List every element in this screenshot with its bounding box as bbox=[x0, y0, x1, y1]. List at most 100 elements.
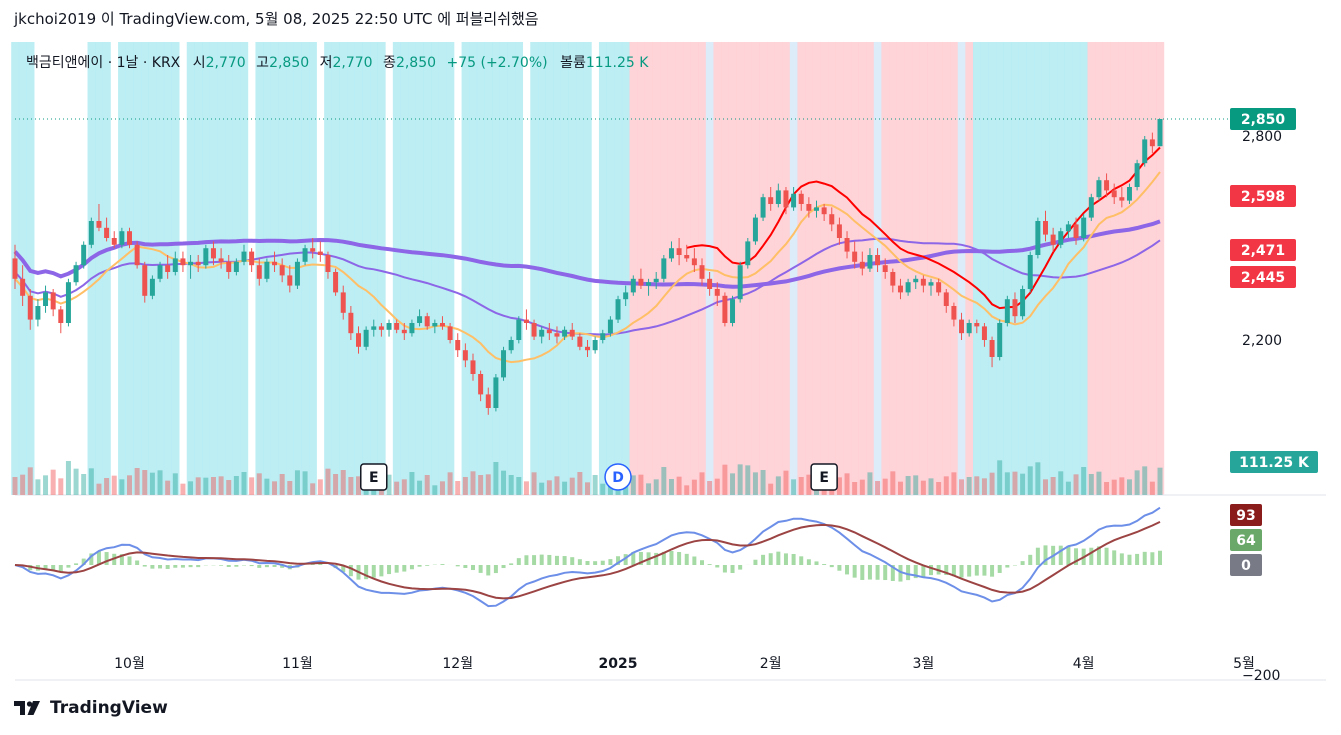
volume-bar bbox=[203, 477, 209, 495]
candle-body bbox=[646, 282, 652, 286]
time-tick-label: 10월 bbox=[114, 656, 145, 672]
candle-body bbox=[730, 299, 736, 323]
time-tick-label: 2월 bbox=[760, 656, 782, 672]
open-label: 시 bbox=[192, 55, 206, 71]
volume-bar bbox=[913, 475, 919, 495]
candle-body bbox=[882, 265, 888, 272]
candle-body bbox=[760, 197, 766, 218]
candle-body bbox=[43, 292, 49, 306]
symbol-name[interactable]: 백금티앤에이 · 1날 · KRX bbox=[26, 55, 181, 71]
time-tick-label: 11월 bbox=[282, 656, 313, 672]
volume-bar bbox=[592, 475, 598, 495]
candle-body bbox=[1149, 139, 1155, 147]
macd-hist-bar bbox=[837, 565, 842, 571]
candle-body bbox=[1012, 299, 1018, 317]
candle-body bbox=[905, 282, 911, 293]
volume-bar bbox=[386, 474, 392, 495]
volume-bar bbox=[897, 481, 903, 495]
session-band bbox=[957, 42, 966, 495]
volume-bar bbox=[1149, 481, 1155, 495]
candle-body bbox=[165, 265, 171, 272]
macd-hist-bar bbox=[577, 559, 582, 565]
candle-body bbox=[661, 258, 667, 279]
macd-hist-bar bbox=[661, 551, 666, 565]
macd-hist-bar bbox=[119, 554, 124, 565]
session-band bbox=[751, 42, 760, 495]
candle-body bbox=[1004, 299, 1010, 323]
candle-body bbox=[104, 227, 110, 238]
candle-body bbox=[737, 265, 743, 300]
macd-hist-bar bbox=[532, 555, 537, 565]
low-value: 2,770 bbox=[332, 55, 373, 71]
macd-badge bbox=[1230, 504, 1262, 526]
session-band bbox=[209, 42, 218, 495]
session-band bbox=[1125, 42, 1134, 495]
candle-body bbox=[50, 292, 56, 310]
ma-fast-line bbox=[686, 146, 1161, 310]
macd-hist-bar bbox=[234, 565, 239, 567]
macd-hist-bar bbox=[1119, 553, 1124, 565]
macd-hist-bar bbox=[1020, 561, 1025, 565]
session-band bbox=[805, 42, 814, 495]
candle-body bbox=[974, 323, 980, 327]
candle-body bbox=[1134, 163, 1140, 187]
footer-brand[interactable]: TradingView bbox=[14, 698, 168, 718]
session-band bbox=[1095, 42, 1104, 495]
candle-body bbox=[432, 323, 438, 327]
macd-hist-bar bbox=[547, 554, 552, 565]
candle-body bbox=[188, 261, 194, 266]
volume-bar bbox=[455, 481, 461, 495]
candle-body bbox=[195, 261, 201, 266]
macd-hist-bar bbox=[883, 565, 888, 581]
macd-hist-bar bbox=[707, 564, 712, 565]
session-band bbox=[1018, 42, 1027, 495]
macd-hist-bar bbox=[982, 565, 987, 576]
open-value: 2,770 bbox=[205, 55, 246, 71]
candle-body bbox=[127, 231, 132, 245]
session-band bbox=[576, 42, 585, 495]
symbol-legend: 백금티앤에이 · 1날 · KRX 시2,770 고2,850 저2,770 종… bbox=[26, 52, 648, 72]
candle-body bbox=[745, 241, 751, 266]
candle-body bbox=[707, 278, 713, 289]
session-band bbox=[965, 42, 974, 495]
macd-hist-bar bbox=[348, 565, 353, 577]
candle-body bbox=[1126, 187, 1132, 201]
candle-body bbox=[172, 258, 178, 272]
candle-body bbox=[600, 333, 606, 340]
candle-body bbox=[668, 248, 674, 259]
volume-bar bbox=[852, 482, 858, 495]
candle-body bbox=[1119, 197, 1125, 201]
candle-body bbox=[814, 207, 819, 211]
macd-hist-bar bbox=[74, 563, 79, 565]
volume-bar bbox=[356, 476, 361, 495]
candle-body bbox=[867, 255, 873, 269]
price-badge-label: 2,445 bbox=[1241, 270, 1285, 286]
session-band bbox=[87, 42, 96, 495]
candle-body bbox=[920, 278, 926, 286]
candle-body bbox=[607, 319, 613, 334]
volume-bar bbox=[951, 472, 957, 495]
macd-hist-bar bbox=[539, 554, 544, 565]
volume-bar bbox=[791, 479, 797, 495]
volume-bar bbox=[1035, 462, 1041, 495]
session-band bbox=[301, 42, 310, 495]
session-band bbox=[461, 42, 470, 495]
session-band bbox=[1003, 42, 1012, 495]
candle-body bbox=[462, 350, 468, 361]
volume-bar bbox=[562, 481, 568, 495]
session-band bbox=[95, 42, 104, 495]
macd-hist-bar bbox=[806, 559, 811, 565]
session-band bbox=[347, 42, 356, 495]
candle-body bbox=[272, 261, 278, 266]
session-band bbox=[240, 42, 249, 495]
candle-body bbox=[417, 316, 423, 323]
candle-body bbox=[523, 319, 529, 323]
session-band bbox=[904, 42, 913, 495]
macd-hist-bar bbox=[845, 565, 850, 575]
volume-bar bbox=[43, 475, 49, 495]
candle-body bbox=[630, 278, 636, 293]
volume-value: 111.25 K bbox=[585, 55, 649, 71]
candle-body bbox=[897, 285, 903, 293]
macd-hist-bar bbox=[1043, 545, 1048, 565]
